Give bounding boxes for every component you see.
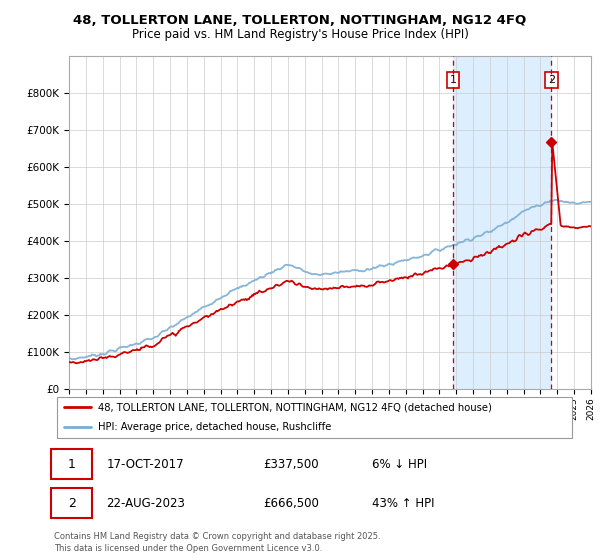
FancyBboxPatch shape [52,488,92,518]
Text: 1: 1 [68,458,76,470]
Text: 43% ↑ HPI: 43% ↑ HPI [373,497,435,510]
Text: 48, TOLLERTON LANE, TOLLERTON, NOTTINGHAM, NG12 4FQ (detached house): 48, TOLLERTON LANE, TOLLERTON, NOTTINGHA… [98,402,492,412]
FancyBboxPatch shape [52,449,92,479]
Text: 48, TOLLERTON LANE, TOLLERTON, NOTTINGHAM, NG12 4FQ: 48, TOLLERTON LANE, TOLLERTON, NOTTINGHA… [73,14,527,27]
Text: 6% ↓ HPI: 6% ↓ HPI [373,458,428,470]
Text: 22-AUG-2023: 22-AUG-2023 [106,497,185,510]
Bar [453,56,551,389]
Text: 1: 1 [449,75,457,85]
Text: 17-OCT-2017: 17-OCT-2017 [106,458,184,470]
Text: 2: 2 [68,497,76,510]
Text: HPI: Average price, detached house, Rushcliffe: HPI: Average price, detached house, Rush… [98,422,332,432]
Text: Price paid vs. HM Land Registry's House Price Index (HPI): Price paid vs. HM Land Registry's House … [131,28,469,41]
Text: £337,500: £337,500 [263,458,319,470]
Text: £666,500: £666,500 [263,497,319,510]
Text: Contains HM Land Registry data © Crown copyright and database right 2025.
This d: Contains HM Land Registry data © Crown c… [54,532,380,553]
FancyBboxPatch shape [56,396,572,438]
Text: 2: 2 [548,75,555,85]
